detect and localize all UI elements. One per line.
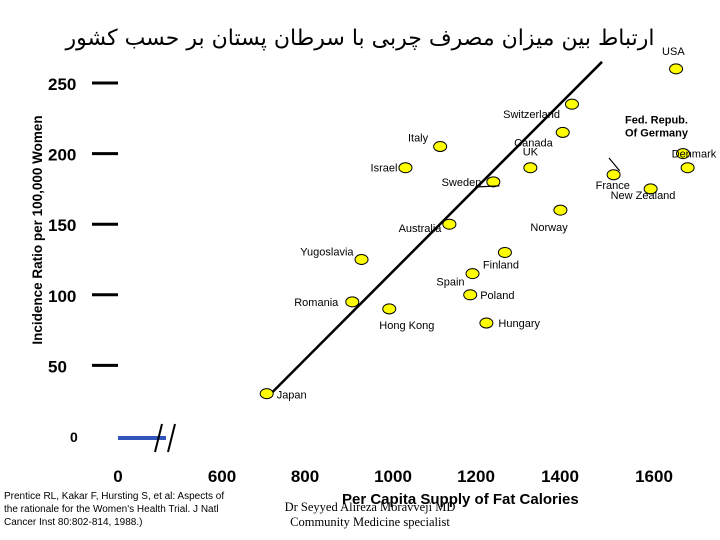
x-tick-label: 1600 — [635, 467, 673, 486]
point-label-denmark: Denmark — [672, 149, 717, 161]
point-label-australia: Australia — [399, 223, 443, 235]
slide-title: ارتباط بین میزان مصرف چربی با سرطان پستا… — [65, 26, 655, 51]
data-point-yugoslavia — [354, 254, 369, 265]
point-label-yugoslavia: Yugoslavia — [300, 247, 354, 259]
data-point-finland — [497, 246, 512, 258]
citation-line: Prentice RL, Kakar F, Hursting S, et al:… — [4, 491, 225, 502]
y-tick-label: 0 — [70, 429, 78, 445]
germany-pointer — [608, 157, 621, 172]
point-label-finland: Finland — [483, 259, 519, 271]
data-point-italy — [433, 141, 448, 153]
point-label-romania: Romania — [294, 297, 339, 309]
citation: Prentice RL, Kakar F, Hursting S, et al:… — [4, 490, 304, 529]
data-point-norway — [553, 204, 568, 216]
point-label-new-zealand: New Zealand — [611, 190, 676, 202]
point-label-israel: Israel — [371, 163, 398, 175]
point-label-uk: UK — [523, 147, 539, 159]
point-label-usa: USA — [662, 46, 685, 58]
data-point-romania — [345, 296, 360, 308]
data-point-hungary — [479, 317, 494, 329]
author-credit: Dr Seyyed Alireza Moravveji MD Community… — [255, 500, 485, 530]
point-label-france: France — [596, 180, 630, 192]
data-point-canada — [555, 126, 570, 138]
y-tick-label: 250 — [48, 75, 76, 94]
data-point-israel — [398, 162, 413, 174]
sweden-pointer — [474, 185, 500, 188]
data-point-uk — [523, 162, 538, 174]
x-tick-label: 800 — [291, 467, 319, 486]
data-point-hong-kong — [382, 303, 397, 315]
data-point-new-zealand — [643, 183, 658, 195]
y-tick-label: 150 — [48, 216, 76, 235]
credit-line: Community Medicine specialist — [290, 515, 450, 529]
data-point-spain — [465, 268, 480, 280]
x-axis-label: Per Capita Supply of Fat Calories — [342, 491, 579, 508]
point-label-fed-repub-of-germany: Fed. Repub. Of Germany — [625, 115, 689, 140]
data-point-japan — [259, 388, 274, 400]
point-label-japan: Japan — [277, 390, 307, 402]
data-point-switzerland — [564, 98, 579, 110]
data-point-australia — [442, 218, 457, 230]
data-point-poland — [463, 289, 478, 301]
point-label-canada: Canada — [514, 137, 553, 149]
citation-line: Cancer Inst 80:802-814, 1988.) — [4, 517, 143, 528]
data-point-denmark — [680, 162, 695, 174]
data-point-france — [606, 169, 621, 181]
y-tick-label: 200 — [48, 146, 76, 165]
point-label-hong-kong: Hong Kong — [379, 320, 434, 332]
x-tick-label: 1200 — [457, 467, 495, 486]
data-point-usa — [669, 63, 684, 75]
x-tick-label: 1400 — [541, 467, 579, 486]
axis-break-mark — [167, 423, 176, 453]
point-label-poland: Poland — [480, 290, 514, 302]
x-tick-label: 0 — [113, 467, 122, 486]
point-label-norway: Norway — [530, 222, 568, 234]
data-point-fed-repub-of-germany — [676, 148, 690, 160]
point-label-italy: Italy — [408, 133, 429, 145]
credit-line: Dr Seyyed Alireza Moravveji MD — [284, 500, 456, 514]
axis-break-mark — [154, 423, 163, 453]
y-tick-label: 100 — [48, 287, 76, 306]
point-label-hungary: Hungary — [498, 318, 540, 330]
citation-line: the rationale for the Women's Health Tri… — [4, 504, 219, 515]
x-tick-label: 1000 — [374, 467, 412, 486]
y-tick-label: 50 — [48, 357, 67, 376]
x-tick-label: 600 — [208, 467, 236, 486]
point-label-switzerland: Switzerland — [503, 109, 560, 121]
point-label-sweden: Sweden — [442, 177, 482, 189]
y-axis-title: Incidence Ratio per 100,000 Women — [30, 115, 45, 344]
data-point-sweden — [486, 176, 501, 188]
point-label-spain: Spain — [436, 277, 464, 289]
trend-line — [265, 60, 603, 399]
